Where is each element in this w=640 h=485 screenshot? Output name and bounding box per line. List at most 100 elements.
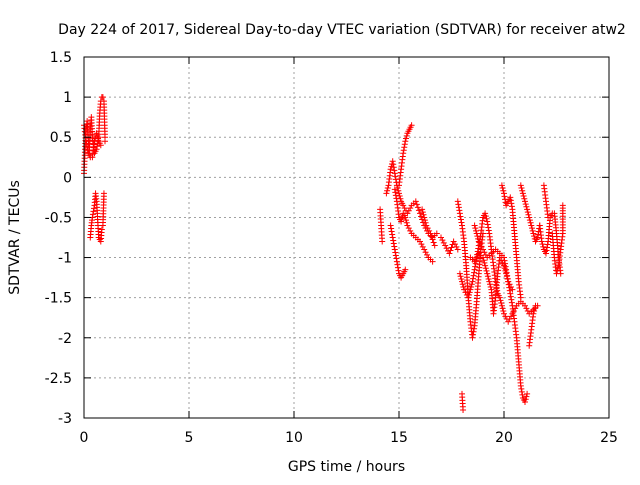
data-point [392, 249, 399, 256]
data-point [448, 244, 455, 251]
data-point [480, 257, 487, 264]
data-point [525, 211, 532, 218]
data-point [501, 310, 507, 317]
data-point [428, 233, 435, 240]
data-point [394, 261, 401, 268]
data-point [526, 217, 533, 224]
data-point [521, 195, 528, 202]
data-point [508, 313, 514, 320]
data-point [506, 316, 513, 323]
data-point [473, 227, 479, 234]
data-point [504, 275, 511, 282]
data-point [459, 278, 465, 285]
data-point [97, 142, 104, 149]
data-point [391, 246, 398, 253]
data-point [526, 214, 533, 221]
data-point [455, 201, 462, 208]
data-point [415, 207, 422, 214]
data-point [531, 308, 538, 315]
data-point [544, 241, 551, 248]
data-point [518, 388, 525, 395]
data-point [507, 293, 514, 300]
data-point [387, 222, 394, 229]
data-point [391, 186, 398, 193]
data-point [501, 193, 508, 200]
data-point [421, 246, 428, 253]
data-point [487, 281, 493, 288]
data-point [403, 219, 410, 226]
data-point [498, 300, 505, 307]
data-point [94, 132, 101, 139]
data-point [508, 299, 515, 306]
data-point [391, 167, 398, 174]
data-point [454, 198, 461, 205]
data-point [405, 225, 412, 232]
data-point [499, 259, 506, 266]
x-tick-label: 20 [495, 430, 513, 446]
data-point [403, 135, 409, 142]
data-point [392, 252, 399, 259]
data-point [471, 325, 478, 332]
data-point [481, 259, 488, 266]
data-point [400, 202, 407, 209]
data-point [99, 94, 106, 101]
data-point [482, 262, 489, 269]
data-point [531, 233, 538, 240]
data-point [405, 207, 412, 214]
data-point [456, 207, 463, 214]
data-point [508, 200, 515, 207]
data-point [517, 294, 524, 301]
data-point [429, 236, 436, 243]
data-point [94, 143, 101, 150]
data-point [482, 210, 489, 217]
data-point [518, 385, 525, 392]
data-point [482, 213, 489, 220]
data-point [503, 270, 510, 277]
data-point [519, 391, 526, 398]
data-point [403, 217, 409, 224]
data-point [530, 310, 537, 317]
data-point [83, 141, 90, 148]
data-point [100, 190, 107, 197]
data-point [522, 398, 528, 405]
data-point [498, 257, 505, 264]
data-point [475, 235, 482, 242]
data-point [427, 230, 434, 237]
data-point [407, 205, 414, 212]
data-point [468, 281, 475, 288]
data-point [431, 242, 438, 249]
data-point [519, 187, 526, 194]
data-point [454, 246, 461, 253]
data-point [424, 251, 430, 258]
data-point [388, 228, 395, 235]
y-tick-label: 1.5 [50, 50, 72, 66]
data-point [507, 197, 514, 204]
data-point [401, 141, 408, 148]
data-point [419, 206, 426, 213]
data-point [480, 246, 486, 253]
data-point [531, 305, 538, 312]
data-point [523, 393, 530, 400]
data-point [430, 239, 437, 246]
data-point [400, 150, 407, 157]
data-point [417, 238, 423, 245]
data-point [522, 198, 528, 205]
data-point [456, 270, 463, 277]
data-point [389, 234, 396, 241]
data-point [460, 406, 467, 413]
data-point [500, 187, 507, 194]
data-point [384, 187, 391, 194]
data-point [474, 233, 481, 240]
data-point [524, 308, 531, 315]
data-point [483, 267, 490, 274]
data-point [393, 258, 400, 265]
data-point [469, 334, 476, 341]
data-point [524, 390, 531, 397]
x-tick-label: 15 [390, 430, 408, 446]
data-point [424, 225, 431, 232]
data-point [466, 291, 472, 298]
data-point [508, 203, 515, 210]
data-point [543, 250, 549, 257]
data-point [500, 308, 507, 315]
